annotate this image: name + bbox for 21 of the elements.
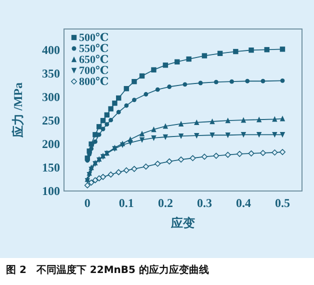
y-tick-label: 400 [42,43,60,58]
y-tick-label: 200 [42,137,60,152]
x-tick-label: 0.4 [236,196,251,210]
legend-label: 700℃ [79,65,109,77]
legend-label: 650℃ [79,54,109,66]
y-axis-title: 应力 /MPa [11,82,25,138]
x-tick-label: 0.5 [274,196,290,210]
y-tick-label: 100 [42,184,60,198]
x-tick-label: 0.3 [196,196,212,210]
y-tick-label: 300 [42,90,60,104]
x-tick-label: 0 [84,196,90,210]
y-tick-label: 150 [42,160,60,175]
legend-label: 500℃ [79,32,109,44]
y-tick-label: 350 [42,66,60,81]
y-tick-label: 250 [42,114,60,128]
legend-label: 800℃ [79,76,109,88]
x-axis-title: 应变 [170,216,195,230]
x-tick-label: 0.2 [158,196,173,210]
caption: 图 2 不同温度下 22MnB5 的应力应变曲线 [6,264,209,276]
legend-label: 550℃ [79,43,109,55]
x-tick-label: 0.1 [118,196,134,210]
